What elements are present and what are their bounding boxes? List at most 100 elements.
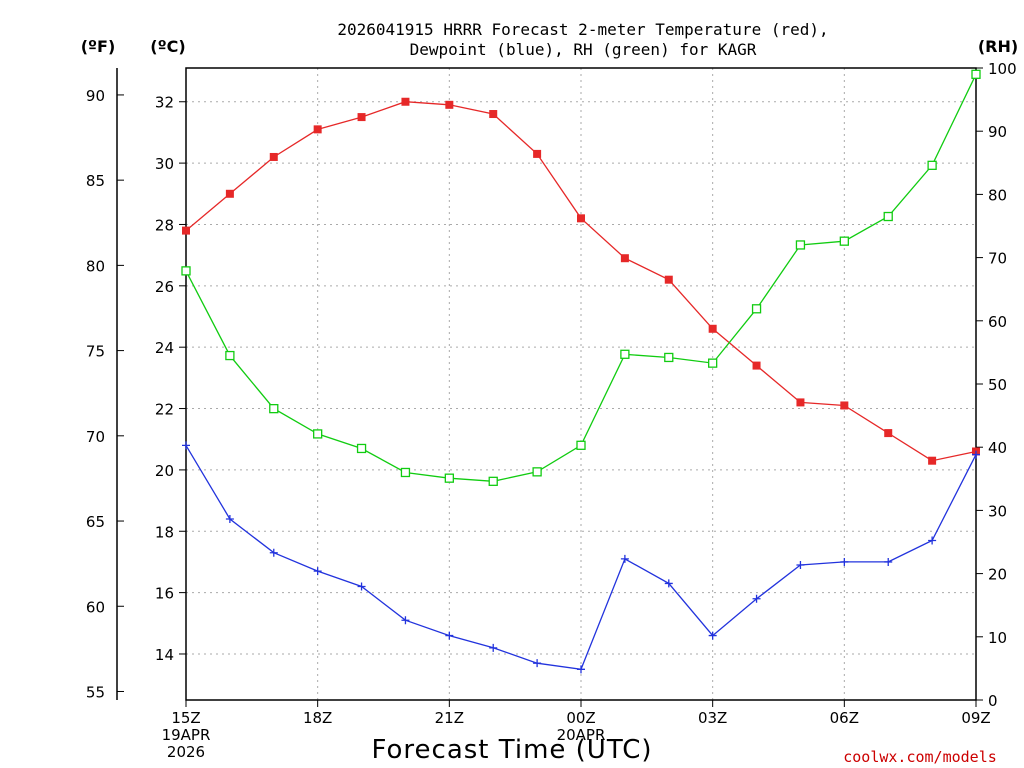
rh-point: [225, 350, 235, 361]
dewpoint-point: [489, 643, 498, 652]
rh-tick-label: 0: [988, 692, 998, 710]
rh-tick-label: 80: [988, 186, 1007, 204]
x-tick-label: 20APR: [557, 726, 606, 744]
x-tick-label: 2026: [167, 743, 205, 761]
dewpoint-line: [185, 445, 977, 671]
rh-point: [269, 403, 279, 414]
rh-tick-label: 20: [988, 566, 1007, 584]
temperature-point: [225, 189, 234, 198]
x-tick-label: 09Z: [961, 709, 990, 727]
celsius-tick-label: 20: [155, 462, 174, 480]
chart-title-line-1: 2026041915 HRRR Forecast 2-meter Tempera…: [337, 20, 828, 39]
temperature-point: [489, 110, 498, 119]
chart-title-line-2: Dewpoint (blue), RH (green) for KAGR: [410, 40, 757, 59]
temperature-point: [357, 113, 366, 122]
rh-point: [927, 160, 937, 170]
fahrenheit-tick-label: 90: [86, 87, 105, 105]
temperature-point: [401, 97, 410, 106]
celsius-unit-label: (ºC): [150, 37, 185, 56]
dewpoint-point: [269, 548, 278, 557]
rh-point: [620, 349, 630, 359]
rh-point: [839, 236, 849, 246]
x-tick-label: 21Z: [435, 709, 464, 727]
fahrenheit-tick-label: 80: [86, 257, 105, 275]
temperature-point: [840, 401, 849, 410]
temperature-point: [884, 429, 893, 438]
rh-point: [444, 473, 454, 483]
celsius-tick-label: 16: [155, 585, 174, 603]
dewpoint-point: [884, 557, 893, 566]
fahrenheit-unit-label: (ºF): [81, 37, 116, 56]
fahrenheit-tick-label: 55: [86, 683, 105, 701]
rh-point: [356, 443, 367, 454]
rh-tick-label: 100: [988, 60, 1017, 78]
temperature-point: [445, 100, 454, 109]
x-tick-label: 15Z: [171, 709, 200, 727]
dewpoint-point: [533, 659, 542, 668]
rh-tick-label: 30: [988, 502, 1007, 520]
rh-point: [532, 467, 542, 477]
temperature-point: [796, 398, 805, 407]
rh-tick-label: 10: [988, 629, 1007, 647]
x-tick-label: 06Z: [830, 709, 859, 727]
dewpoint-point: [972, 450, 980, 459]
temperature-point: [182, 226, 190, 235]
fahrenheit-tick-label: 65: [86, 513, 105, 531]
dewpoint-point: [577, 665, 585, 674]
rh-tick-label: 70: [988, 250, 1007, 268]
rh-unit-label: (RH): [978, 37, 1018, 56]
x-tick-label: 19APR: [162, 726, 211, 744]
dewpoint-point: [664, 579, 673, 588]
rh-point: [181, 266, 191, 276]
celsius-tick-label: 32: [155, 94, 174, 112]
fahrenheit-tick-label: 75: [86, 343, 105, 361]
celsius-tick-label: 14: [155, 646, 174, 664]
dewpoint-point: [796, 561, 805, 570]
temperature-point: [752, 361, 761, 370]
rh-point: [664, 352, 674, 363]
temperature-point: [313, 125, 322, 134]
temperature-point: [928, 456, 937, 465]
temperature-point: [533, 149, 542, 158]
rh-point: [488, 476, 498, 486]
dewpoint-point: [225, 514, 234, 523]
fahrenheit-tick-label: 85: [86, 172, 105, 190]
fahrenheit-tick-label: 70: [86, 428, 105, 446]
x-tick-label: 00Z: [566, 709, 595, 727]
dewpoint-point: [182, 441, 190, 450]
temperature-point: [577, 214, 585, 223]
dewpoint-point: [313, 567, 322, 576]
series-layer: [181, 69, 981, 674]
plot-frame: [185, 67, 977, 701]
x-tick-label: 18Z: [303, 709, 332, 727]
rh-point: [400, 467, 411, 478]
dewpoint-point: [928, 536, 937, 545]
dewpoint-point: [840, 557, 849, 566]
rh-point: [751, 304, 762, 314]
x-tick-label: 03Z: [698, 709, 727, 727]
rh-point: [883, 211, 893, 222]
rh-tick-label: 90: [988, 123, 1007, 141]
fahrenheit-tick-label: 60: [86, 598, 105, 616]
temperature-point: [620, 254, 629, 263]
rh-tick-label: 40: [988, 439, 1007, 457]
dewpoint-point: [401, 616, 410, 625]
celsius-tick-label: 28: [155, 216, 174, 234]
dewpoint-point: [620, 554, 629, 563]
temperature-point: [269, 152, 278, 161]
axes: 14 16 18 20 22 24 26 28 30 32 55 60 65 70 75 80 85 90 0 10 2…: [86, 60, 1017, 761]
dewpoint-point: [445, 631, 454, 640]
dewpoint-point: [752, 594, 761, 603]
temperature-line: [185, 101, 977, 462]
rh-tick-label: 50: [988, 376, 1007, 394]
gridlines: [186, 68, 976, 700]
rh-point: [971, 69, 981, 79]
credit-label: coolwx.com/models: [843, 748, 997, 766]
dewpoint-point: [708, 631, 717, 640]
rh-tick-label: 60: [988, 313, 1007, 331]
temperature-point: [664, 275, 673, 284]
celsius-tick-label: 24: [155, 339, 174, 357]
temperature-point: [708, 324, 717, 333]
celsius-tick-label: 30: [155, 155, 174, 173]
